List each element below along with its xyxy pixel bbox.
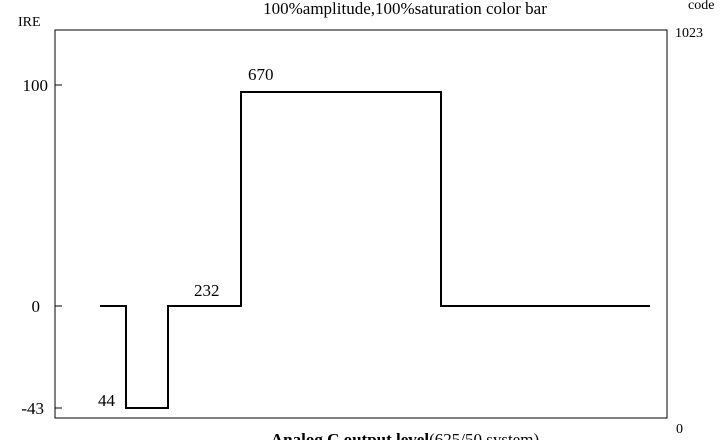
footer: Analog C output level(625/50 system)	[271, 430, 539, 440]
title: 100%amplitude,100%saturation color bar	[263, 0, 547, 18]
left-tick-label: -43	[21, 399, 44, 418]
left-tick-label: 0	[32, 297, 41, 316]
right-tick-label: 0	[676, 422, 683, 437]
level-label: 232	[194, 281, 220, 300]
footer-bold: Analog C output level	[271, 430, 429, 440]
footer-normal: (625/50 system)	[429, 430, 539, 440]
frame	[54, 29, 668, 419]
level-label: 44	[98, 391, 116, 410]
waveform	[100, 91, 650, 409]
level-label: 670	[248, 65, 274, 84]
left-tick-label: 100	[23, 76, 49, 95]
left-axis-label: IRE	[18, 15, 41, 30]
right-tick-label: 1023	[675, 26, 703, 41]
right-axis-label: code	[688, 0, 714, 13]
